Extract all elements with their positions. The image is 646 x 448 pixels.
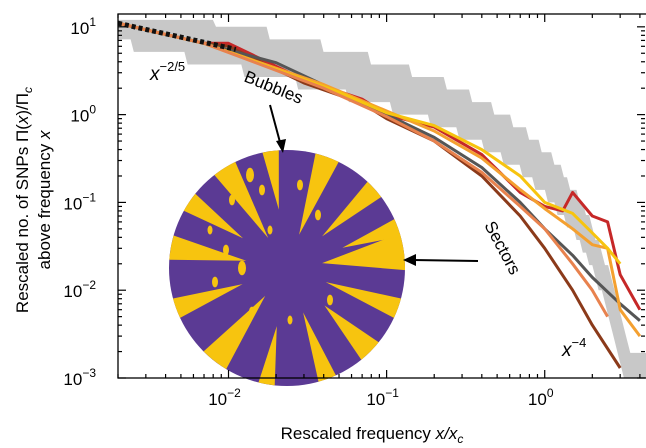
colony-sector [214, 161, 269, 238]
high-frequency-slope-label: x−4 [561, 335, 586, 361]
y-axis-label-tail: )/Π [13, 93, 32, 116]
colony-bubble [223, 244, 229, 256]
x-axis-label-sub: c [457, 432, 463, 446]
colony-bubble [287, 315, 293, 325]
y-axis-label-line2-var: x [35, 130, 54, 140]
colony-sector [322, 181, 382, 237]
y-axis-label-line2: above frequency x [35, 130, 54, 269]
y-axis-label-line2-main: above frequency [35, 139, 54, 269]
low-slope-exp: −2/5 [160, 59, 186, 74]
colony-bubble [238, 260, 246, 276]
x-tick-label: 10−1 [366, 386, 399, 409]
tick-labels: 10−2 10−1 100 101 100 10−1 10−2 10−3 [63, 15, 553, 409]
y-tick-label: 10−1 [63, 190, 96, 213]
colony-bubble [267, 225, 273, 235]
colony-inset [169, 150, 406, 386]
x-tick-label: 100 [528, 386, 554, 409]
y-axis-label-sub: c [21, 87, 35, 93]
power-law-guide [118, 20, 237, 52]
low-slope-base: x [149, 64, 161, 85]
y-tick-label: 10−2 [63, 278, 96, 301]
colony-sector [322, 233, 406, 271]
colony-bubble [315, 209, 321, 221]
colony-sector [303, 312, 336, 382]
axis-ticks [117, 14, 645, 379]
colony-bubble [207, 225, 213, 235]
x-axis-label: Rescaled frequency x/xc [281, 424, 464, 446]
series-line-6 [118, 21, 609, 318]
colony-bubble [212, 276, 218, 288]
colony-sector [173, 284, 243, 318]
plot-frame [117, 13, 646, 379]
colony-bubble [297, 179, 303, 191]
series-line-1 [118, 21, 642, 311]
y-tick-label: 100 [70, 103, 96, 126]
y-axis-label-var: x [13, 115, 32, 125]
colony-bubble [327, 294, 333, 306]
colony-sector [262, 150, 279, 210]
colony-sector [342, 219, 401, 248]
sectors-arrowhead [403, 254, 416, 266]
colony-bubble [246, 167, 254, 183]
colony-bubble [229, 194, 235, 206]
sectors-label: Sectors [480, 218, 524, 278]
y-tick-label: 10−3 [63, 366, 96, 389]
colony-sector [325, 282, 401, 318]
high-slope-base: x [561, 340, 573, 361]
y-axis-label-main: Rescaled no. of SNPs Π( [13, 124, 32, 313]
sectors-arrow [412, 259, 479, 262]
colony-sector [258, 326, 277, 386]
colony-bubble [259, 184, 265, 196]
x-axis-label-main: Rescaled frequency [281, 424, 436, 443]
colony-sector [183, 193, 243, 239]
bubbles-arrow [269, 104, 282, 147]
high-slope-exp: −4 [572, 335, 587, 350]
x-tick-label: 10−2 [208, 386, 241, 409]
colony-bubble [249, 306, 255, 318]
y-tick-label: 101 [70, 15, 96, 38]
colony-sector [299, 153, 339, 235]
simulation-envelope [118, 19, 646, 378]
y-axis-label-line1: Rescaled no. of SNPs Π(x)/Πc [13, 87, 35, 313]
colony-sector [324, 305, 379, 360]
x-axis-label-var: x/x [435, 424, 458, 443]
bubbles-arrowhead [276, 139, 286, 153]
low-frequency-slope-label: x−2/5 [149, 59, 185, 85]
